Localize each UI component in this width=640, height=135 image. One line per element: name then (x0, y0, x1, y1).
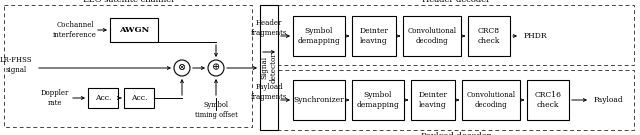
Circle shape (174, 60, 190, 76)
Bar (411, 80, 455, 120)
Bar (352, 16, 396, 56)
Bar (462, 80, 520, 120)
Text: Cochannel
interference: Cochannel interference (53, 21, 97, 39)
Text: LEO satellite channel: LEO satellite channel (83, 0, 173, 4)
Text: CRC8
check: CRC8 check (478, 27, 500, 45)
Text: Payload decoder: Payload decoder (421, 132, 491, 135)
Bar (278, 70, 634, 130)
Text: Convolutional
decoding: Convolutional decoding (408, 27, 456, 45)
Bar (260, 5, 278, 130)
Bar (293, 16, 345, 56)
Bar (468, 16, 510, 56)
Text: Acc.: Acc. (131, 94, 147, 102)
Text: Signal
detector: Signal detector (260, 52, 278, 83)
Bar (352, 80, 404, 120)
Text: Payload: Payload (594, 96, 624, 104)
Bar (110, 18, 158, 42)
Bar (278, 5, 634, 65)
Circle shape (208, 60, 224, 76)
Text: ⊗: ⊗ (178, 63, 186, 72)
Text: Acc.: Acc. (95, 94, 111, 102)
Text: Synchronizer: Synchronizer (294, 96, 344, 104)
Text: AWGN: AWGN (119, 26, 149, 34)
Text: Symbol
timing offset: Symbol timing offset (195, 101, 237, 119)
Bar (124, 88, 154, 108)
Text: ⊕: ⊕ (212, 63, 220, 72)
Text: CRC16
check: CRC16 check (534, 91, 561, 109)
Text: LR-FHSS
signal: LR-FHSS signal (0, 56, 33, 74)
Text: Header
fragments: Header fragments (251, 19, 287, 37)
Bar (4, 5, 252, 127)
Bar (88, 88, 118, 108)
Text: Deinter
leaving: Deinter leaving (360, 27, 388, 45)
Text: Symbol
demapping: Symbol demapping (356, 91, 399, 109)
Bar (293, 80, 345, 120)
Text: PHDR: PHDR (524, 32, 548, 40)
Text: Payload
fragments: Payload fragments (251, 83, 287, 101)
Bar (403, 16, 461, 56)
Text: Convolutional
decoding: Convolutional decoding (467, 91, 515, 109)
Text: Doppler
rate: Doppler rate (41, 89, 69, 107)
Bar (527, 80, 569, 120)
Text: Header decoder: Header decoder (422, 0, 490, 4)
Text: Symbol
demapping: Symbol demapping (298, 27, 340, 45)
Text: Deinter
leaving: Deinter leaving (419, 91, 447, 109)
